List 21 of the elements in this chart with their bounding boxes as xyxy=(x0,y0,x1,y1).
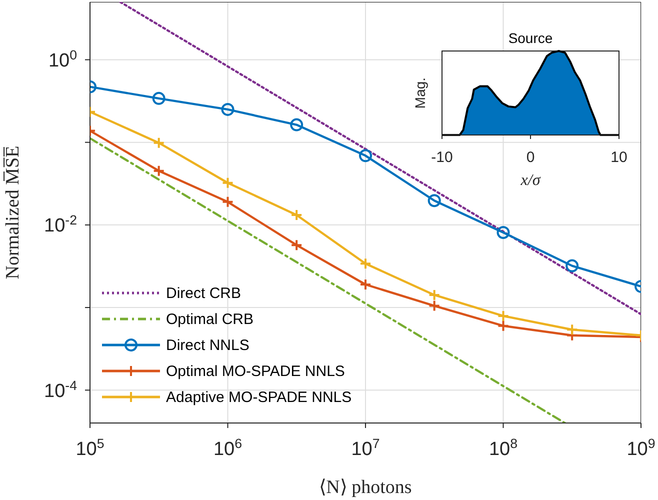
legend-label: Adaptive MO-SPADE NNLS xyxy=(166,388,352,406)
legend-label: Optimal CRB xyxy=(166,310,254,328)
legend-label: Direct CRB xyxy=(166,284,242,302)
y-axis-title: Mag. xyxy=(412,77,428,109)
y-axis-title: Normalized M̅S̅E̅ xyxy=(2,146,24,280)
x-tick-label: 10$^{6}$ xyxy=(213,436,242,460)
x-tick-label: 10$^{5}$ xyxy=(76,436,104,460)
x-tick-label: 10$^{8}$ xyxy=(488,436,518,460)
x-axis-title: x/σ xyxy=(520,172,542,189)
legend-label: Optimal MO-SPADE NNLS xyxy=(166,362,345,380)
legend-label: Direct NNLS xyxy=(166,336,250,354)
x-tick-label: 10$^{9}$ xyxy=(626,436,656,460)
x-tick-label: 0 xyxy=(526,149,535,166)
y-tick-label: 10$^{-2}$ xyxy=(44,212,77,237)
y-tick-label: 10$^{-4}$ xyxy=(44,377,77,402)
y-tick-label: 10$^{0}$ xyxy=(48,46,77,72)
chart-title: Source xyxy=(507,30,554,46)
x-axis-title: ⟨N⟩ photons xyxy=(319,477,412,498)
x-tick-label: 10$^{7}$ xyxy=(351,436,380,460)
x-tick-label: 10 xyxy=(610,149,628,166)
x-tick-label: -10 xyxy=(431,149,453,166)
